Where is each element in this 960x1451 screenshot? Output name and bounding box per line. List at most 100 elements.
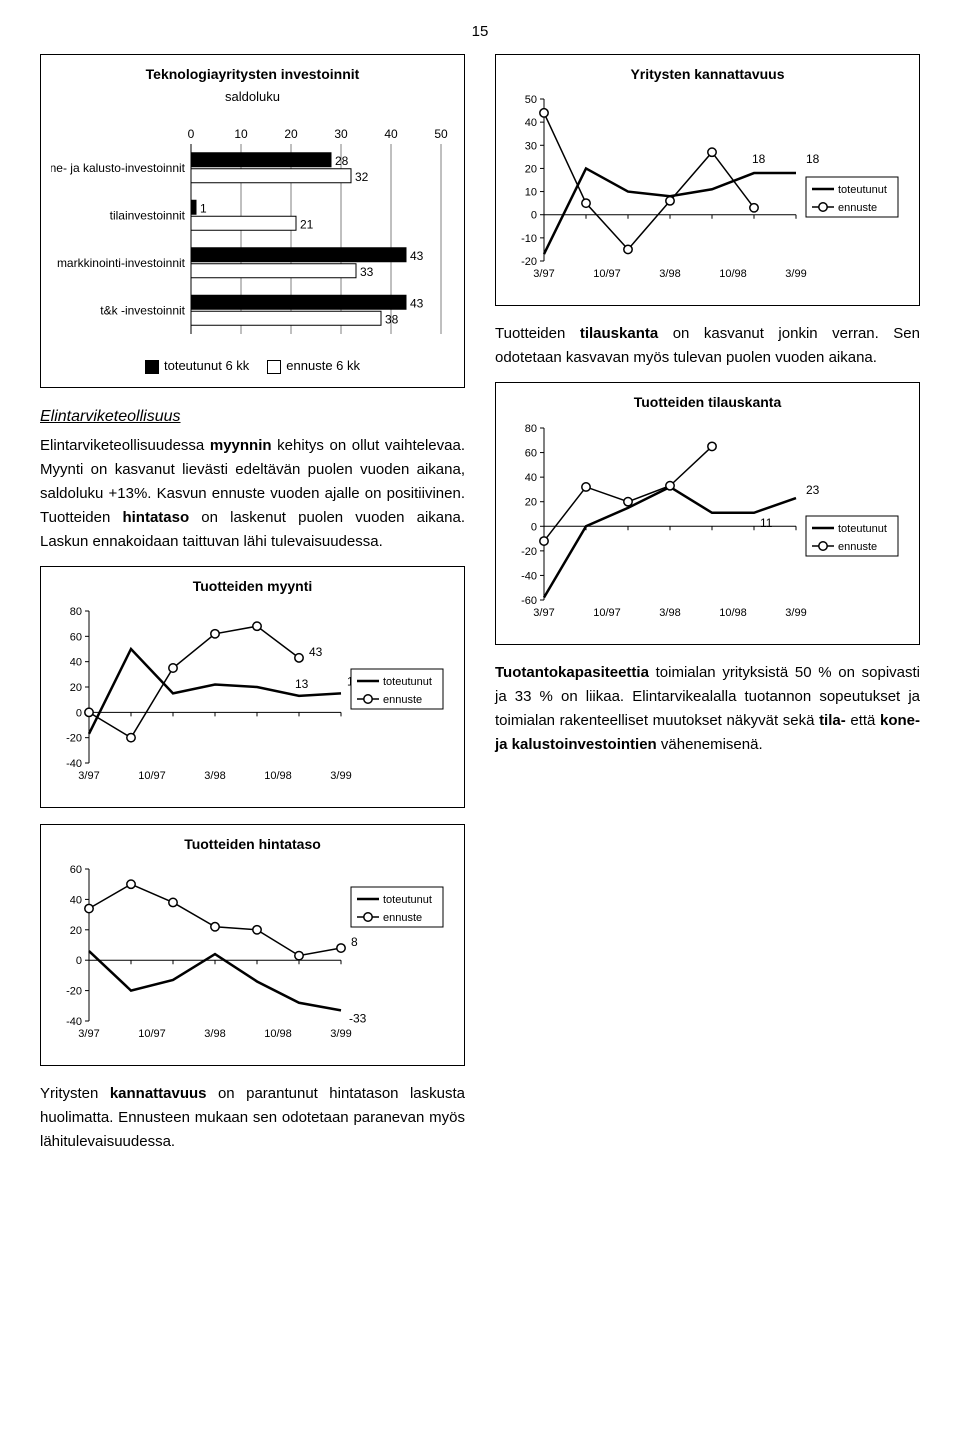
para-2: Yritysten kannattavuus on parantunut hin… [40,1082,465,1154]
legend-item-enn: ennuste 6 kk [267,356,360,377]
section-heading: Elintarviketeollisuus [40,404,465,430]
svg-text:-60: -60 [521,595,537,607]
svg-text:3/98: 3/98 [659,268,680,280]
svg-text:33: 33 [360,265,374,279]
svg-text:80: 80 [70,606,82,618]
legend-swatch-white [267,360,281,374]
svg-text:3/98: 3/98 [204,770,225,782]
svg-text:0: 0 [188,127,195,141]
text: Yritysten [40,1085,110,1102]
svg-text:ennuste: ennuste [838,202,877,214]
svg-text:20: 20 [525,496,537,508]
svg-text:10/97: 10/97 [138,770,166,782]
svg-text:toteutunut: toteutunut [383,894,432,906]
svg-text:-40: -40 [521,570,537,582]
legend-item-tot: toteutunut 6 kk [145,356,249,377]
svg-text:0: 0 [76,956,82,968]
bold-text: myynnin [210,437,272,454]
svg-text:ennuste: ennuste [838,541,877,553]
svg-text:20: 20 [525,164,537,176]
bar-chart-box: Teknologiayritysten investoinnit saldolu… [40,54,465,388]
svg-text:-40: -40 [66,1016,82,1028]
hintataso-chart-title: Tuotteiden hintataso [51,833,454,855]
svg-text:10/97: 10/97 [138,1028,166,1040]
myynti-chart-title: Tuotteiden myynti [51,575,454,597]
svg-text:50: 50 [525,94,537,106]
svg-text:43: 43 [309,645,323,659]
svg-text:28: 28 [335,154,349,168]
para-3: Tuotteiden tilauskanta on kasvanut jonki… [495,322,920,370]
svg-text:60: 60 [70,864,82,876]
svg-text:10: 10 [234,127,248,141]
kannattavuus-chart-svg: -20-10010203040503/9710/973/9810/983/991… [506,87,906,287]
svg-text:60: 60 [70,631,82,643]
svg-text:3/98: 3/98 [204,1028,225,1040]
svg-text:ennuste: ennuste [383,694,422,706]
svg-text:30: 30 [525,141,537,153]
svg-text:8: 8 [351,935,358,949]
text: että [846,712,880,729]
myynti-chart-svg: -40-200204060803/9710/973/9810/983/99131… [51,599,451,789]
svg-text:3/97: 3/97 [533,607,554,619]
svg-text:43: 43 [410,296,424,310]
svg-text:50: 50 [434,127,448,141]
svg-text:10/98: 10/98 [719,268,747,280]
svg-text:3/98: 3/98 [659,607,680,619]
tilauskanta-chart-title: Tuotteiden tilauskanta [506,391,909,413]
svg-text:20: 20 [70,682,82,694]
svg-text:18: 18 [806,152,820,166]
tilauskanta-chart-box: Tuotteiden tilauskanta -60-40-2002040608… [495,382,920,644]
para-4: Tuotantokapasiteettia toimialan yrityksi… [495,661,920,757]
svg-text:23: 23 [806,483,820,497]
svg-text:10/97: 10/97 [593,268,621,280]
svg-text:20: 20 [70,925,82,937]
svg-text:1: 1 [200,201,207,215]
legend-label-tot: toteutunut 6 kk [164,356,249,377]
svg-text:40: 40 [525,472,537,484]
svg-text:kone- ja kalusto-investoinnit: kone- ja kalusto-investoinnit [51,161,186,175]
kannattavuus-chart-title: Yritysten kannattavuus [506,63,909,85]
svg-text:-40: -40 [66,758,82,770]
svg-text:-33: -33 [349,1012,367,1026]
bar-chart-svg: 0 10 20 30 40 50 28 32 kone- ja kalusto-investoi… [51,114,451,344]
kannattavuus-chart-box: Yritysten kannattavuus -20-1001020304050… [495,54,920,306]
svg-text:10/97: 10/97 [593,607,621,619]
svg-text:10/98: 10/98 [264,1028,292,1040]
legend-swatch-black [145,360,159,374]
svg-text:3/99: 3/99 [330,770,351,782]
legend-label-enn: ennuste 6 kk [286,356,360,377]
page-number: 15 [40,20,920,44]
myynti-chart-box: Tuotteiden myynti -40-200204060803/9710/… [40,566,465,808]
bold-text: hintataso [122,509,189,526]
svg-text:38: 38 [385,312,399,326]
hintataso-chart-svg: -40-2002040603/9710/973/9810/983/99-338t… [51,857,451,1047]
text: vähenemisenä. [657,736,763,753]
svg-text:toteutunut: toteutunut [383,676,432,688]
svg-text:40: 40 [525,118,537,130]
bar-chart-title: Teknologiayritysten investoinnit [51,63,454,85]
para-1: Elintarviketeollisuudessa myynnin kehity… [40,434,465,554]
bold-text: kannattavuus [110,1085,207,1102]
svg-text:10/98: 10/98 [719,607,747,619]
svg-text:ennuste: ennuste [383,912,422,924]
svg-text:3/99: 3/99 [330,1028,351,1040]
svg-text:30: 30 [334,127,348,141]
bold-text: tila- [819,712,846,729]
svg-text:18: 18 [752,152,766,166]
svg-text:20: 20 [284,127,298,141]
svg-text:10/98: 10/98 [264,770,292,782]
svg-text:tilainvestoinnit: tilainvestoinnit [110,208,186,222]
svg-text:-10: -10 [521,233,537,245]
svg-text:40: 40 [384,127,398,141]
bar-chart-subtitle: saldoluku [51,87,454,108]
bar-chart-legend: toteutunut 6 kk ennuste 6 kk [51,356,454,377]
svg-text:-20: -20 [521,546,537,558]
svg-text:13: 13 [295,677,309,691]
svg-text:toteutunut: toteutunut [838,523,887,535]
svg-text:40: 40 [70,657,82,669]
svg-text:32: 32 [355,170,369,184]
svg-text:21: 21 [300,217,314,231]
svg-text:-20: -20 [521,256,537,268]
svg-text:80: 80 [525,423,537,435]
svg-text:0: 0 [76,707,82,719]
